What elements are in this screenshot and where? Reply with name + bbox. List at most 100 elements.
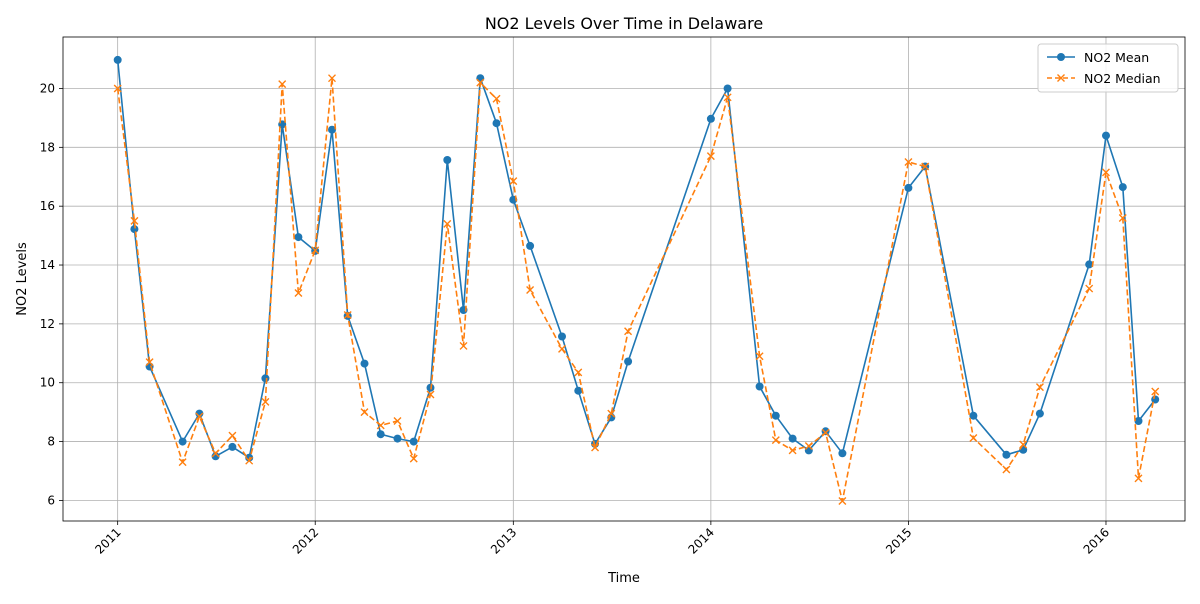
- data-point: [1118, 213, 1127, 222]
- data-point: [1101, 168, 1110, 177]
- data-point: [804, 441, 813, 450]
- data-point: [294, 288, 303, 297]
- data-point: [1085, 284, 1094, 293]
- data-point: [130, 225, 139, 234]
- data-point: [393, 416, 402, 425]
- data-point: [1035, 383, 1044, 392]
- data-point: [195, 409, 204, 418]
- data-point: [1118, 183, 1127, 192]
- chart-title: NO2 Levels Over Time in Delaware: [485, 14, 763, 33]
- x-axis-label: Time: [607, 571, 640, 586]
- data-point: [409, 437, 418, 446]
- data-point: [393, 434, 402, 443]
- data-point: [526, 241, 535, 250]
- data-point: [526, 286, 535, 295]
- data-point: [755, 352, 764, 361]
- data-point: [459, 341, 468, 350]
- data-point: [804, 446, 813, 455]
- y-tick-label: 18: [40, 140, 55, 154]
- data-point: [1002, 450, 1011, 459]
- data-point: [558, 344, 567, 353]
- data-point: [360, 408, 369, 417]
- data-point: [904, 183, 913, 192]
- data-point: [771, 411, 780, 420]
- data-point: [723, 84, 732, 93]
- data-point: [1134, 474, 1143, 483]
- series-median: [113, 74, 1160, 505]
- data-point: [838, 496, 847, 505]
- data-point: [195, 412, 204, 421]
- data-point: [591, 443, 600, 452]
- data-point: [492, 94, 501, 103]
- data-point: [130, 216, 139, 225]
- data-point: [328, 125, 336, 134]
- plot-frame: [62, 36, 1186, 522]
- series-lines: [113, 55, 1160, 505]
- data-point: [476, 74, 485, 83]
- data-point: [294, 233, 303, 242]
- data-point: [145, 358, 154, 367]
- data-point: [969, 434, 978, 443]
- data-point: [228, 442, 237, 451]
- data-point: [624, 327, 633, 336]
- data-point: [409, 454, 418, 463]
- y-tick-label: 6: [47, 493, 55, 507]
- legend-median-marker: [1057, 74, 1065, 82]
- y-tick-label: 8: [47, 435, 55, 449]
- data-point: [492, 119, 501, 128]
- data-point: [360, 359, 369, 368]
- data-point: [178, 458, 187, 467]
- y-tick-label: 10: [40, 376, 55, 390]
- data-point: [211, 452, 220, 461]
- y-tick-label: 14: [40, 258, 55, 272]
- data-point: [574, 368, 583, 377]
- data-point: [278, 80, 287, 89]
- data-point: [376, 421, 385, 430]
- y-tick-label: 20: [40, 81, 55, 95]
- data-point: [228, 431, 237, 440]
- data-point: [838, 449, 847, 458]
- data-point: [706, 114, 715, 123]
- data-point: [443, 219, 452, 228]
- data-point: [788, 434, 797, 443]
- data-point: [574, 386, 583, 395]
- data-point: [426, 390, 435, 399]
- data-point: [1151, 387, 1160, 396]
- data-point: [921, 162, 930, 171]
- data-point: [1151, 395, 1160, 404]
- data-point: [113, 55, 122, 64]
- data-point: [755, 382, 764, 391]
- data-point: [1134, 417, 1143, 425]
- y-tick-label: 16: [40, 199, 55, 213]
- data-point: [1085, 260, 1094, 269]
- data-point: [509, 177, 518, 186]
- data-point: [821, 428, 830, 437]
- data-point: [969, 411, 978, 420]
- data-point: [706, 152, 715, 161]
- data-point: [1102, 131, 1110, 140]
- data-point: [558, 332, 566, 341]
- legend-mean-label: NO2 Mean: [1084, 50, 1149, 65]
- data-point: [328, 74, 336, 83]
- data-point: [376, 430, 385, 439]
- data-point: [476, 78, 485, 87]
- data-point: [607, 409, 616, 418]
- data-point: [443, 156, 452, 164]
- data-point: [904, 158, 913, 167]
- data-point: [771, 436, 780, 445]
- legend-box: [1037, 43, 1179, 93]
- legend-median-label: NO2 Median: [1084, 71, 1161, 86]
- data-point: [311, 246, 320, 255]
- y-axis-label: NO2 Levels: [15, 242, 30, 316]
- data-point: [178, 437, 187, 446]
- data-point: [113, 84, 122, 93]
- y-tick-label: 12: [40, 317, 55, 331]
- data-point: [245, 456, 254, 465]
- data-point: [1035, 409, 1044, 418]
- data-point: [1002, 465, 1011, 474]
- legend-mean-marker: [1057, 53, 1065, 61]
- legend: NO2 Mean NO2 Median: [1037, 43, 1179, 93]
